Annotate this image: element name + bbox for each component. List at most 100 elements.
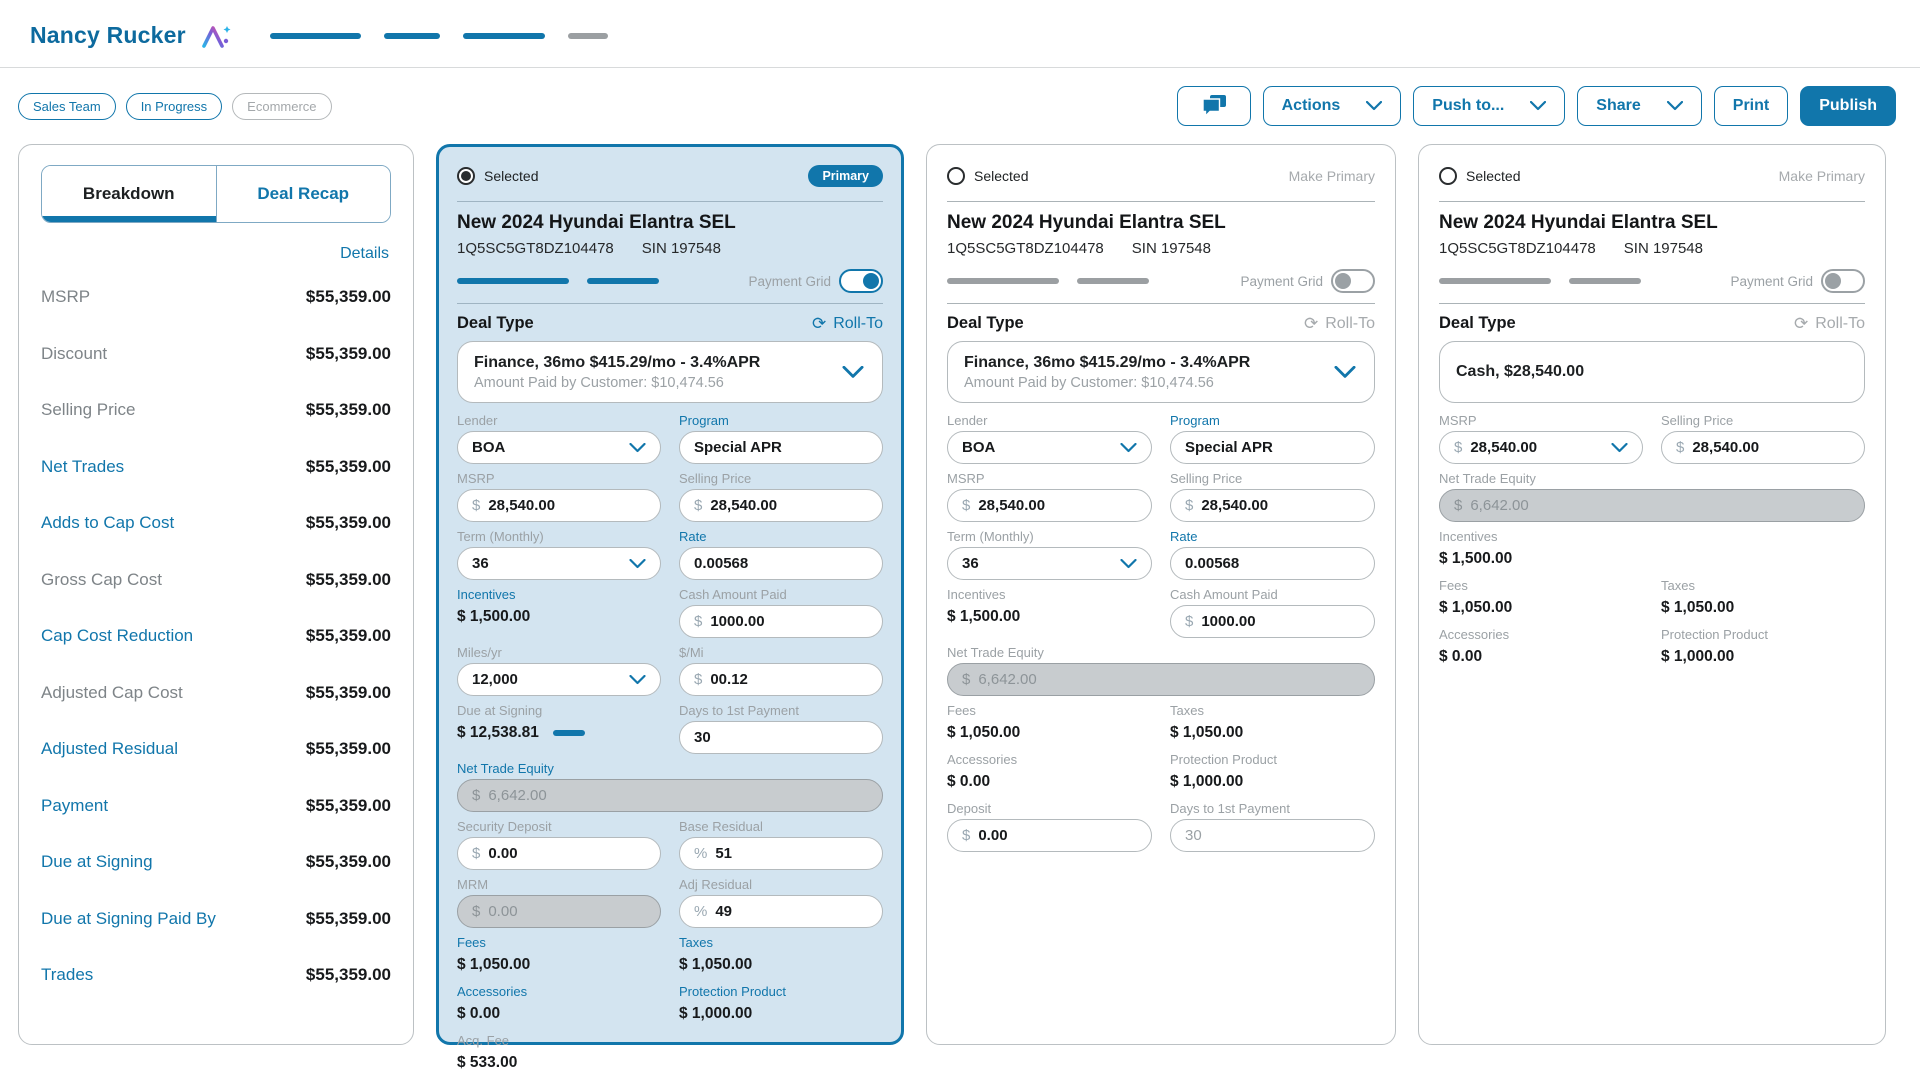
field-protection-product: Protection Product $ 1,000.00: [1170, 752, 1375, 794]
payment-grid-toggle[interactable]: [1331, 269, 1375, 293]
tab-deal-recap[interactable]: Deal Recap: [215, 166, 390, 222]
chevron-down-icon: [1530, 101, 1547, 111]
security-deposit-input[interactable]: $0.00: [457, 837, 661, 870]
breakdown-label-trades[interactable]: Trades: [41, 965, 94, 985]
roll-to-button[interactable]: ⟳ Roll-To: [812, 315, 883, 333]
print-button[interactable]: Print: [1713, 86, 1789, 126]
details-link[interactable]: Details: [340, 245, 389, 262]
field-label-taxes[interactable]: Taxes: [679, 935, 713, 950]
breakdown-label-due-at-signing-paid-by[interactable]: Due at Signing Paid By: [41, 908, 216, 928]
payment-grid-toggle[interactable]: [839, 269, 883, 293]
field-protection-product: Protection Product $ 1,000.00: [1661, 627, 1865, 669]
sin-number: SIN 197548: [1623, 240, 1703, 257]
push-to-button[interactable]: Push to...: [1413, 86, 1566, 126]
payment-grid-toggle[interactable]: [1821, 269, 1865, 293]
tab-breakdown[interactable]: Breakdown: [42, 166, 216, 222]
field-label-net-trade-equity[interactable]: Net Trade Equity: [457, 761, 554, 776]
breakdown-row: Due at Signing $55,359.00: [41, 834, 391, 891]
deal-type-value: Finance, 36mo $415.29/mo - 3.4%APR: [474, 353, 761, 371]
roll-to-label: Roll-To: [1815, 314, 1865, 332]
print-label: Print: [1732, 97, 1770, 114]
chevron-down-icon: [1334, 365, 1356, 378]
selling-price-input[interactable]: $28,540.00: [679, 489, 883, 522]
make-primary-button[interactable]: Make Primary: [1778, 168, 1865, 184]
vin-number: 1Q5SC5GT8DZ104478: [947, 240, 1104, 257]
breakdown-label-adjusted-residual[interactable]: Adjusted Residual: [41, 739, 179, 759]
field-label-msrp: MSRP: [457, 471, 495, 486]
field-value: 28,540.00: [1470, 439, 1538, 456]
lender-select[interactable]: BOA: [457, 431, 661, 464]
deal-fields: Lender BOA Program Special APR MSRP $28,540.0…: [457, 413, 883, 1075]
mi-input[interactable]: $00.12: [679, 663, 883, 696]
days-to-1st-payment-input[interactable]: 30: [1170, 819, 1375, 852]
field-label-fees: Fees: [947, 703, 976, 718]
adj-residual-input[interactable]: % 49: [679, 895, 883, 928]
field-label-taxes: Taxes: [1661, 578, 1695, 593]
deal-select-radio[interactable]: [947, 167, 965, 185]
field-label-protection-product[interactable]: Protection Product: [679, 984, 786, 999]
deal-type-value: Finance, 36mo $415.29/mo - 3.4%APR: [964, 353, 1251, 371]
field-value: 0.00568: [694, 555, 749, 572]
breakdown-value: $55,359.00: [305, 513, 391, 533]
rate-input[interactable]: 0.00568: [679, 547, 883, 580]
progress-segment: [1569, 278, 1641, 284]
deal-fields: MSRP $28,540.00 Selling Price $28,540.00 Net…: [1439, 413, 1865, 669]
base-residual-input[interactable]: % 51: [679, 837, 883, 870]
term-monthly-select[interactable]: 36: [947, 547, 1152, 580]
deal-type-select[interactable]: Cash, $28,540.00: [1439, 341, 1865, 403]
breakdown-label-net-trades[interactable]: Net Trades: [41, 456, 125, 476]
chat-button[interactable]: [1176, 86, 1251, 126]
deal-comparison-area: Breakdown Deal Recap Details MSRP $55,359…: [0, 140, 1920, 1071]
mrm-input: $0.00: [457, 895, 661, 928]
lender-select[interactable]: BOA: [947, 431, 1152, 464]
chevron-down-icon: [629, 442, 646, 452]
deal-type-select[interactable]: Finance, 36mo $415.29/mo - 3.4%APR Amoun…: [457, 341, 883, 403]
selling-price-input[interactable]: $28,540.00: [1661, 431, 1865, 464]
program-input[interactable]: Special APR: [1170, 431, 1375, 464]
breakdown-row: Cap Cost Reduction $55,359.00: [41, 608, 391, 665]
rate-input[interactable]: 0.00568: [1170, 547, 1375, 580]
field-label-incentives[interactable]: Incentives: [457, 587, 516, 602]
deal-type-heading: Deal Type: [1439, 314, 1516, 332]
breakdown-label-adds-to-cap-cost[interactable]: Adds to Cap Cost: [41, 513, 175, 533]
breakdown-label-payment[interactable]: Payment: [41, 795, 109, 815]
field-label-term-monthly: Term (Monthly): [947, 529, 1034, 544]
field-label-net-trade-equity: Net Trade Equity: [947, 645, 1044, 660]
term-monthly-select[interactable]: 36: [457, 547, 661, 580]
field-fees: Fees $ 1,050.00: [457, 935, 661, 977]
days-to-1st-payment-input[interactable]: 30: [679, 721, 883, 754]
field-value: 12,000: [472, 671, 518, 688]
field-label-net-trade-equity: Net Trade Equity: [1439, 471, 1536, 486]
program-input[interactable]: Special APR: [679, 431, 883, 464]
miles-yr-select[interactable]: 12,000: [457, 663, 661, 696]
make-primary-button[interactable]: Make Primary: [1288, 168, 1375, 184]
field-value: 0.00: [978, 827, 1008, 844]
deal-type-select[interactable]: Finance, 36mo $415.29/mo - 3.4%APR Amoun…: [947, 341, 1375, 403]
field-label-rate[interactable]: Rate: [679, 529, 707, 544]
msrp-select[interactable]: $28,540.00: [1439, 431, 1643, 464]
actions-button[interactable]: Actions: [1262, 86, 1402, 126]
msrp-input[interactable]: $28,540.00: [457, 489, 661, 522]
share-button[interactable]: Share: [1577, 86, 1702, 126]
breakdown-label-due-at-signing[interactable]: Due at Signing: [41, 852, 153, 872]
header-progress: [269, 32, 608, 39]
cash-amount-paid-input[interactable]: $1000.00: [1170, 605, 1375, 638]
field-label-fees[interactable]: Fees: [457, 935, 486, 950]
field-label-accessories[interactable]: Accessories: [457, 984, 528, 999]
breakdown-value: $55,359.00: [305, 682, 391, 702]
field-label-program[interactable]: Program: [1170, 413, 1220, 428]
msrp-input[interactable]: $28,540.00: [947, 489, 1152, 522]
publish-button[interactable]: Publish: [1800, 86, 1896, 126]
field-label-msrp: MSRP: [1439, 413, 1477, 428]
payment-grid-label: Payment Grid: [748, 273, 831, 289]
cash-amount-paid-input[interactable]: $1000.00: [679, 605, 883, 638]
deal-select-radio[interactable]: [457, 167, 475, 185]
deal-select-radio[interactable]: [1439, 167, 1457, 185]
field-value: 0.00: [488, 903, 518, 920]
selling-price-input[interactable]: $28,540.00: [1170, 489, 1375, 522]
field-label-program[interactable]: Program: [679, 413, 729, 428]
breakdown-label-cap-cost-reduction[interactable]: Cap Cost Reduction: [41, 626, 194, 646]
field-acq-fee: Acq. Fee $ 533.00: [457, 1033, 661, 1075]
deposit-input[interactable]: $0.00: [947, 819, 1152, 852]
field-label-rate[interactable]: Rate: [1170, 529, 1198, 544]
